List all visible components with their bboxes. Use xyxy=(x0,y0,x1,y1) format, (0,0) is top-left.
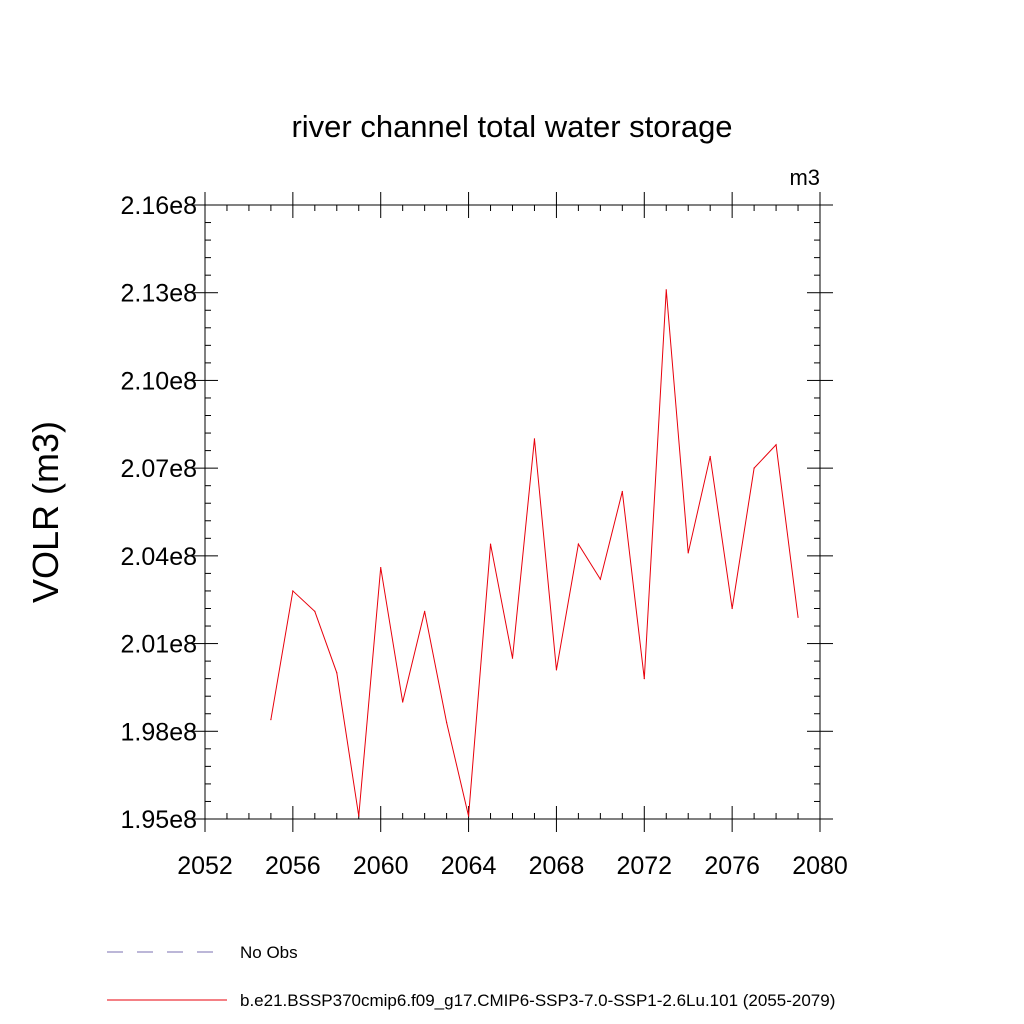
data-point xyxy=(533,438,536,440)
data-point xyxy=(753,467,755,469)
x-tick-label: 2056 xyxy=(265,852,321,880)
x-tick-label: 2052 xyxy=(177,852,233,880)
x-tick-label: 2080 xyxy=(792,852,848,880)
y-tick-label: 2.13e8 xyxy=(121,280,197,308)
data-point xyxy=(599,578,601,580)
y-tick-label: 1.98e8 xyxy=(121,718,197,746)
y-tick-label: 2.16e8 xyxy=(121,192,197,220)
data-point xyxy=(731,607,733,610)
plot-area: 2052 2056 2060 2064 2068 2072 2076 2080 1.95e8 1.… xyxy=(121,192,848,880)
y-tick-label: 2.07e8 xyxy=(121,455,197,483)
x-tick-label: 2072 xyxy=(616,852,672,880)
data-point xyxy=(709,455,711,458)
legend: No Obs b.e21.BSSP370cmip6.f09_g17.CMIP6-S… xyxy=(107,943,835,1010)
data-point xyxy=(621,490,623,493)
data-point xyxy=(402,701,404,703)
data-point xyxy=(489,543,492,545)
y-tick-label: 2.04e8 xyxy=(121,543,197,571)
data-point xyxy=(270,718,272,721)
y-axis-label: VOLR (m3) xyxy=(25,421,66,603)
legend-label: No Obs xyxy=(240,943,298,962)
y-tick-label: 1.95e8 xyxy=(121,806,197,834)
plot-frame xyxy=(204,204,821,820)
x-tick-label: 2076 xyxy=(704,852,760,880)
data-point xyxy=(643,678,645,680)
chart-title: river channel total water storage xyxy=(291,109,732,144)
data-point xyxy=(292,590,294,592)
data-point xyxy=(380,566,382,569)
data-point xyxy=(555,669,558,671)
data-point xyxy=(775,444,777,446)
data-point xyxy=(511,657,514,659)
data-point xyxy=(665,289,667,291)
data-point xyxy=(424,610,426,613)
x-tick-label: 2060 xyxy=(353,852,409,880)
data-point xyxy=(797,616,799,618)
units-label: m3 xyxy=(789,165,820,190)
data-point xyxy=(336,672,338,674)
legend-label: b.e21.BSSP370cmip6.f09_g17.CMIP6-SSP3-7.… xyxy=(240,991,835,1010)
x-tick-label: 2064 xyxy=(441,852,497,880)
data-point xyxy=(358,815,360,817)
series-line xyxy=(270,289,799,817)
y-tick-label: 2.01e8 xyxy=(121,631,197,659)
data-point xyxy=(446,721,448,724)
y-tick-label: 2.10e8 xyxy=(121,367,197,395)
data-point xyxy=(687,552,689,554)
data-point xyxy=(314,610,316,613)
data-point xyxy=(467,815,470,817)
data-point xyxy=(577,543,579,545)
x-tick-label: 2068 xyxy=(529,852,585,880)
